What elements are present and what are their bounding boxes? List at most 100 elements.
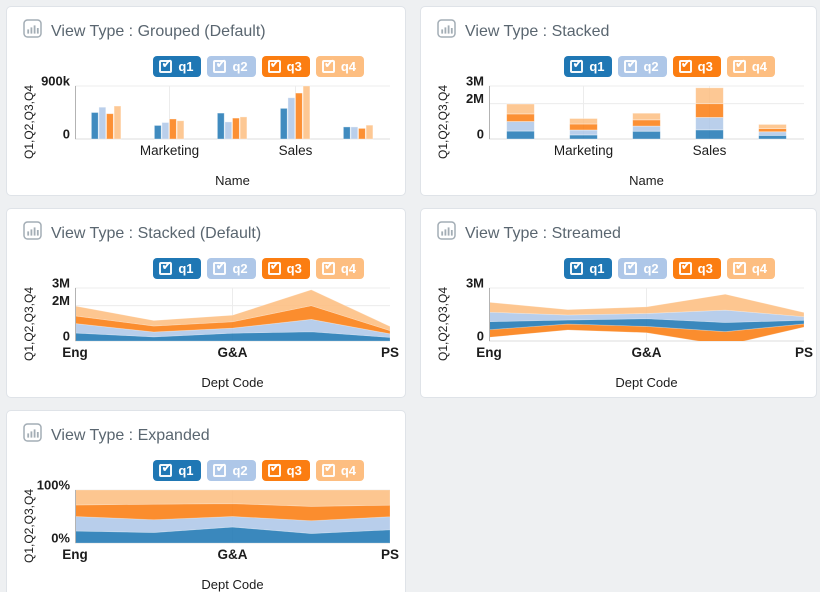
bar-q3[interactable] bbox=[106, 113, 114, 140]
bar-segment-q4[interactable] bbox=[506, 103, 535, 115]
bar-q1[interactable] bbox=[153, 125, 162, 140]
legend-toggle-q4[interactable]: ✔ q4 bbox=[315, 56, 364, 77]
legend-toggle-q2[interactable]: ✔ q2 bbox=[618, 258, 667, 279]
checkbox-icon: ✔ bbox=[321, 258, 335, 275]
chart-area: 3M 2M 0 Marketing Sales Name Q1,Q2,Q3,Q4 bbox=[421, 74, 818, 191]
legend: ✔ q1 ✔ q2 ✔ q3 ✔ q4 bbox=[7, 460, 405, 481]
bar-segment-q2[interactable] bbox=[758, 131, 787, 136]
x-axis-title: Dept Code bbox=[201, 375, 263, 390]
bar-q2[interactable] bbox=[161, 122, 170, 140]
checkbox-icon: ✔ bbox=[678, 56, 692, 73]
y-axis-title: Q1,Q2,Q3,Q4 bbox=[22, 287, 36, 361]
bar-q3[interactable] bbox=[232, 117, 240, 140]
checkbox-icon: ✔ bbox=[732, 56, 746, 73]
chart-canvas[interactable]: 100% 0%Eng G&A PS Dept Code Q1,Q2,Q3,Q4 bbox=[19, 478, 404, 592]
legend-toggle-q4[interactable]: ✔ q4 bbox=[315, 460, 364, 481]
y-tick-label: 3M bbox=[466, 276, 484, 291]
x-category-label: G&A bbox=[632, 345, 662, 360]
legend-toggle-q1[interactable]: ✔ q1 bbox=[153, 56, 202, 77]
bar-segment-q3[interactable] bbox=[758, 128, 787, 133]
legend-toggle-q2[interactable]: ✔ q2 bbox=[207, 460, 256, 481]
legend-toggle-q1[interactable]: ✔ q1 bbox=[564, 258, 613, 279]
bar-q1[interactable] bbox=[279, 107, 288, 140]
bar-segment-q4[interactable] bbox=[695, 87, 724, 105]
legend-toggle-q4[interactable]: ✔ q4 bbox=[726, 258, 775, 279]
bar-q1[interactable] bbox=[216, 112, 225, 140]
bar-segment-q2[interactable] bbox=[506, 121, 535, 132]
legend-toggle-q3[interactable]: ✔ q3 bbox=[261, 56, 310, 77]
y-tick-label: 0% bbox=[51, 531, 70, 546]
bar-segment-q4[interactable] bbox=[569, 118, 598, 125]
legend-toggle-q3[interactable]: ✔ q3 bbox=[261, 460, 310, 481]
area-layer-q4[interactable] bbox=[489, 293, 804, 318]
legend-toggle-q4[interactable]: ✔ q4 bbox=[315, 258, 364, 279]
bar-q1[interactable] bbox=[90, 112, 99, 140]
bar-segment-q3[interactable] bbox=[569, 123, 598, 131]
legend-toggle-q2[interactable]: ✔ q2 bbox=[207, 258, 256, 279]
checkbox-icon: ✔ bbox=[570, 258, 584, 275]
chart-area: 100% 0% Eng G&A PS Dept Code Q1,Q2,Q3,Q4 bbox=[7, 478, 405, 592]
bar-q2[interactable] bbox=[224, 121, 233, 140]
bar-segment-q3[interactable] bbox=[695, 103, 724, 118]
area-layer-q3[interactable] bbox=[489, 323, 804, 346]
legend: ✔ q1 ✔ q2 ✔ q3 ✔ q4 bbox=[421, 258, 816, 279]
card-header: View Type : Stacked bbox=[421, 7, 816, 43]
legend-toggle-q1[interactable]: ✔ q1 bbox=[564, 56, 613, 77]
area-layer-q4[interactable] bbox=[74, 489, 391, 507]
legend-toggle-q3[interactable]: ✔ q3 bbox=[672, 258, 721, 279]
chart-area: 3M 2M 0 Eng G&A PS Dept Code Q1,Q2,Q3,Q4 bbox=[7, 276, 405, 393]
y-tick-label: 0 bbox=[477, 127, 484, 142]
bar-q4[interactable] bbox=[365, 124, 374, 140]
bar-segment-q1[interactable] bbox=[506, 130, 535, 140]
bar-q3[interactable] bbox=[358, 128, 366, 140]
legend-label: q2 bbox=[643, 59, 659, 74]
bar-q3[interactable] bbox=[169, 118, 177, 140]
card-view-type-stacked: View Type : Stacked ✔ q1 ✔ q2 ✔ q3 ✔ q4 3M 2M 0 Ma… bbox=[420, 6, 817, 196]
legend-toggle-q2[interactable]: ✔ q2 bbox=[618, 56, 667, 77]
bar-q4[interactable] bbox=[176, 120, 185, 140]
x-category-label: Marketing bbox=[140, 143, 199, 158]
legend-label: q2 bbox=[232, 261, 248, 276]
legend-toggle-q1[interactable]: ✔ q1 bbox=[153, 460, 202, 481]
card-title: View Type : Expanded bbox=[51, 426, 210, 444]
x-category-label: PS bbox=[795, 345, 813, 360]
legend-toggle-q4[interactable]: ✔ q4 bbox=[726, 56, 775, 77]
bar-segment-q4[interactable] bbox=[758, 124, 787, 129]
legend: ✔ q1 ✔ q2 ✔ q3 ✔ q4 bbox=[7, 258, 405, 279]
x-category-label: G&A bbox=[218, 345, 248, 360]
bar-chart-icon bbox=[437, 221, 456, 245]
area-layer-q4[interactable] bbox=[74, 289, 391, 332]
legend-toggle-q3[interactable]: ✔ q3 bbox=[672, 56, 721, 77]
legend-toggle-q3[interactable]: ✔ q3 bbox=[261, 258, 310, 279]
bar-segment-q2[interactable] bbox=[569, 129, 598, 136]
bar-segment-q1[interactable] bbox=[632, 130, 661, 140]
bar-q2[interactable] bbox=[350, 126, 359, 140]
legend-label: q2 bbox=[232, 59, 248, 74]
x-category-label: PS bbox=[381, 547, 399, 562]
bar-q4[interactable] bbox=[239, 116, 248, 140]
legend-toggle-q1[interactable]: ✔ q1 bbox=[153, 258, 202, 279]
area-layer-q2[interactable] bbox=[489, 309, 804, 323]
bar-q1[interactable] bbox=[342, 126, 351, 140]
bar-segment-q1[interactable] bbox=[695, 129, 724, 140]
bar-segment-q2[interactable] bbox=[695, 117, 724, 131]
bar-segment-q1[interactable] bbox=[569, 134, 598, 140]
bar-q2[interactable] bbox=[287, 97, 296, 140]
bar-segment-q2[interactable] bbox=[632, 125, 661, 132]
chart-canvas[interactable]: 3M 2M 0 Marketing Sales Name Q1,Q2,Q3,Q4 bbox=[433, 74, 818, 191]
bar-q2[interactable] bbox=[98, 106, 107, 140]
x-category-label: Eng bbox=[476, 345, 502, 360]
bar-segment-q4[interactable] bbox=[632, 112, 661, 121]
bar-q4[interactable] bbox=[113, 105, 122, 140]
bar-segment-q3[interactable] bbox=[506, 113, 535, 122]
bar-segment-q3[interactable] bbox=[632, 119, 661, 127]
checkbox-icon: ✔ bbox=[570, 56, 584, 73]
legend-label: q3 bbox=[286, 59, 302, 74]
bar-q3[interactable] bbox=[295, 92, 303, 140]
legend-toggle-q2[interactable]: ✔ q2 bbox=[207, 56, 256, 77]
chart-canvas[interactable]: 900k 0 Marketing Sales Name Q1,Q2,Q3,Q4 bbox=[19, 74, 404, 191]
bar-q4[interactable] bbox=[302, 85, 311, 140]
bar-segment-q1[interactable] bbox=[758, 134, 787, 140]
